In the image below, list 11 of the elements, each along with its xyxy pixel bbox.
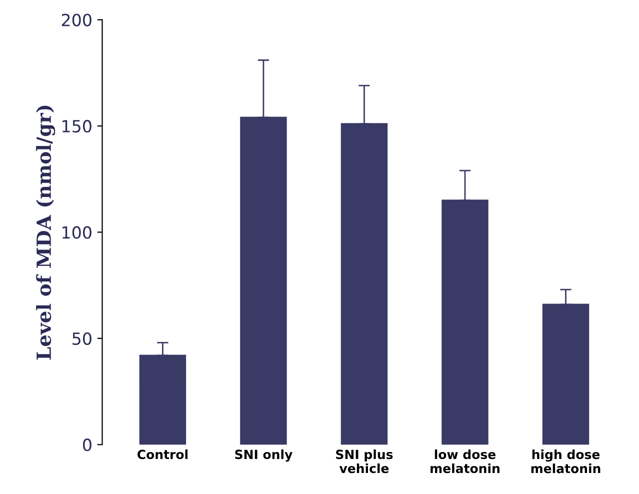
x-tick-label: SNI plus vehicle	[336, 449, 393, 474]
y-tick-label: 200	[62, 14, 92, 26]
x-tick-label: low dose melatonin	[430, 449, 500, 474]
y-tick-label: 0	[83, 438, 92, 452]
x-tick-label: high dose melatonin	[531, 449, 600, 474]
y-tick-label: 50	[72, 332, 92, 345]
y-axis-title: Level of MDA (nmol/gr)	[36, 106, 56, 360]
y-tick-label: 100	[62, 226, 92, 239]
x-tick-label: Control	[137, 449, 188, 460]
y-tick-label: 150	[62, 120, 92, 133]
x-tick-label: SNI only	[235, 449, 292, 462]
